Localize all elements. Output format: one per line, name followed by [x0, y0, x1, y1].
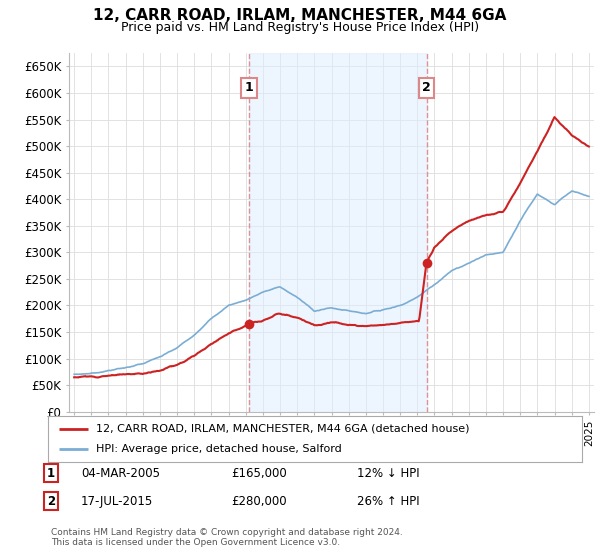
Text: £165,000: £165,000 [231, 466, 287, 480]
Bar [248, 53, 427, 412]
Text: Contains HM Land Registry data © Crown copyright and database right 2024.: Contains HM Land Registry data © Crown c… [51, 528, 403, 536]
Text: 12, CARR ROAD, IRLAM, MANCHESTER, M44 6GA (detached house): 12, CARR ROAD, IRLAM, MANCHESTER, M44 6G… [96, 424, 470, 434]
Text: 2: 2 [47, 494, 55, 508]
Text: 04-MAR-2005: 04-MAR-2005 [81, 466, 160, 480]
Text: 12% ↓ HPI: 12% ↓ HPI [357, 466, 419, 480]
Text: HPI: Average price, detached house, Salford: HPI: Average price, detached house, Salf… [96, 444, 342, 454]
Text: This data is licensed under the Open Government Licence v3.0.: This data is licensed under the Open Gov… [51, 538, 340, 547]
Text: 12, CARR ROAD, IRLAM, MANCHESTER, M44 6GA: 12, CARR ROAD, IRLAM, MANCHESTER, M44 6G… [94, 8, 506, 24]
Text: Price paid vs. HM Land Registry's House Price Index (HPI): Price paid vs. HM Land Registry's House … [121, 21, 479, 34]
Text: £280,000: £280,000 [231, 494, 287, 508]
Text: 17-JUL-2015: 17-JUL-2015 [81, 494, 153, 508]
Text: 2: 2 [422, 81, 431, 94]
Text: 1: 1 [244, 81, 253, 94]
Text: 1: 1 [47, 466, 55, 480]
Text: 26% ↑ HPI: 26% ↑ HPI [357, 494, 419, 508]
